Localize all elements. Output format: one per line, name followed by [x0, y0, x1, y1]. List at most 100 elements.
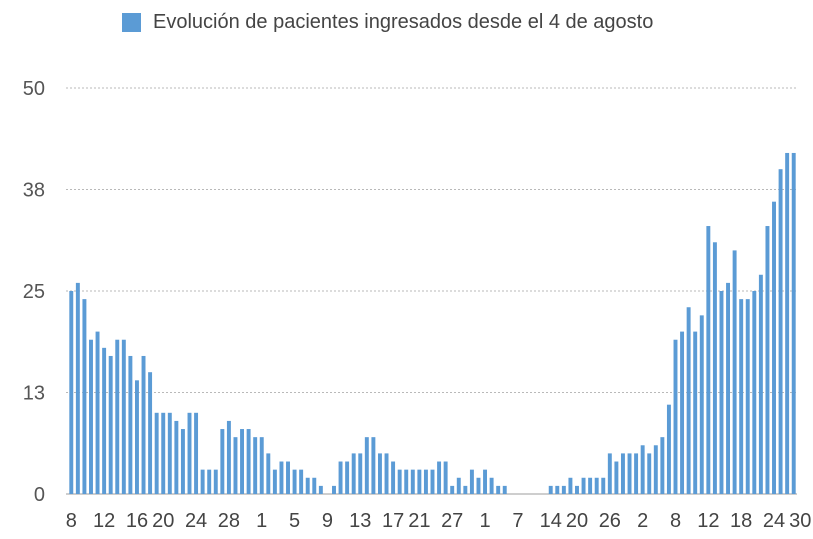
bar: [102, 347, 107, 494]
bar: [220, 429, 225, 494]
bar: [686, 307, 691, 494]
bar: [358, 453, 363, 494]
bar: [778, 169, 783, 494]
bar: [607, 453, 612, 494]
bar: [226, 420, 231, 494]
bar: [489, 477, 494, 494]
bar: [69, 291, 74, 494]
bar: [89, 339, 93, 494]
bar: [246, 429, 251, 494]
bar: [128, 355, 133, 494]
bar: [115, 339, 120, 494]
bar: [404, 469, 409, 494]
x-tick-label: 27: [441, 510, 463, 532]
bar: [338, 461, 343, 494]
x-tick-label: 20: [152, 510, 174, 532]
bar: [134, 380, 139, 494]
bar: [266, 453, 271, 494]
x-tick-label: 1: [256, 510, 267, 532]
x-tick-label: 17: [382, 510, 404, 532]
bar: [575, 485, 579, 494]
bar: [443, 461, 448, 494]
bar: [233, 437, 238, 494]
bar: [463, 485, 468, 494]
bar: [377, 453, 382, 494]
bar: [620, 453, 625, 494]
bar: [437, 461, 442, 494]
bar: [785, 152, 790, 494]
bar: [588, 477, 593, 494]
bar: [502, 485, 507, 494]
bar: [391, 461, 396, 494]
x-tick-label: 21: [408, 510, 430, 532]
x-tick-label: 30: [789, 510, 811, 532]
bar: [240, 429, 245, 494]
x-tick-label: 28: [218, 510, 240, 532]
bar: [180, 429, 185, 494]
x-tick-label: 14: [540, 510, 562, 532]
y-tick-label: 50: [23, 78, 45, 100]
bar: [272, 469, 277, 494]
bar: [75, 282, 80, 494]
bar: [200, 469, 205, 494]
bar: [772, 201, 776, 494]
bar: [417, 469, 422, 494]
bar: [292, 469, 297, 494]
x-tick-label: 24: [185, 510, 207, 532]
x-axis: 8 12 16 20 24 28 1 5 9 13 17 21 27 1 7 14 20 26 2 8 12 18 24 30…: [66, 510, 812, 532]
bar: [207, 469, 212, 494]
bar: [739, 299, 744, 494]
bar: [187, 412, 192, 494]
bar: [154, 412, 159, 494]
bar: [121, 339, 126, 494]
x-tick-label: 5: [289, 510, 300, 532]
x-tick-label: 7: [512, 510, 523, 532]
bar: [693, 331, 698, 494]
bar: [364, 437, 369, 494]
bar: [286, 461, 290, 494]
legend-swatch: [122, 12, 141, 32]
bar: [95, 331, 100, 494]
bar: [745, 299, 750, 494]
bar: [305, 477, 310, 494]
x-tick-label: 18: [730, 510, 752, 532]
bar: [456, 477, 461, 494]
y-tick-label: 25: [23, 281, 45, 303]
bar: [397, 469, 402, 494]
bar: [253, 437, 258, 494]
y-tick-label: 38: [23, 180, 45, 202]
bar: [680, 331, 685, 494]
x-tick-label: 24: [763, 510, 785, 532]
chart-legend: Evolución de pacientes ingresados desde …: [122, 8, 653, 36]
bar: [601, 477, 606, 494]
y-tick-label: 0: [34, 484, 45, 506]
bar: [108, 355, 113, 494]
x-tick-label: 16: [126, 510, 148, 532]
bar: [640, 445, 645, 494]
x-tick-label: 26: [599, 510, 621, 532]
bar: [148, 372, 153, 494]
bar: [279, 461, 284, 494]
bar: [194, 412, 199, 494]
bar: [213, 469, 218, 494]
bar: [752, 291, 757, 494]
bar: [706, 226, 711, 495]
bar: [555, 485, 560, 494]
x-tick-label: 9: [322, 510, 333, 532]
bar: [332, 485, 336, 494]
bar: [496, 485, 501, 494]
bar: [548, 485, 553, 494]
x-tick-label: 20: [566, 510, 588, 532]
x-tick-label: 2: [637, 510, 648, 532]
bar: [450, 485, 455, 494]
bar: [719, 291, 724, 494]
x-tick-label: 8: [66, 510, 77, 532]
bar: [732, 250, 737, 494]
x-tick-label: 13: [349, 510, 371, 532]
bar: [647, 453, 652, 494]
bar: [259, 437, 264, 494]
bar: [483, 469, 488, 494]
x-tick-label: 12: [697, 510, 719, 532]
